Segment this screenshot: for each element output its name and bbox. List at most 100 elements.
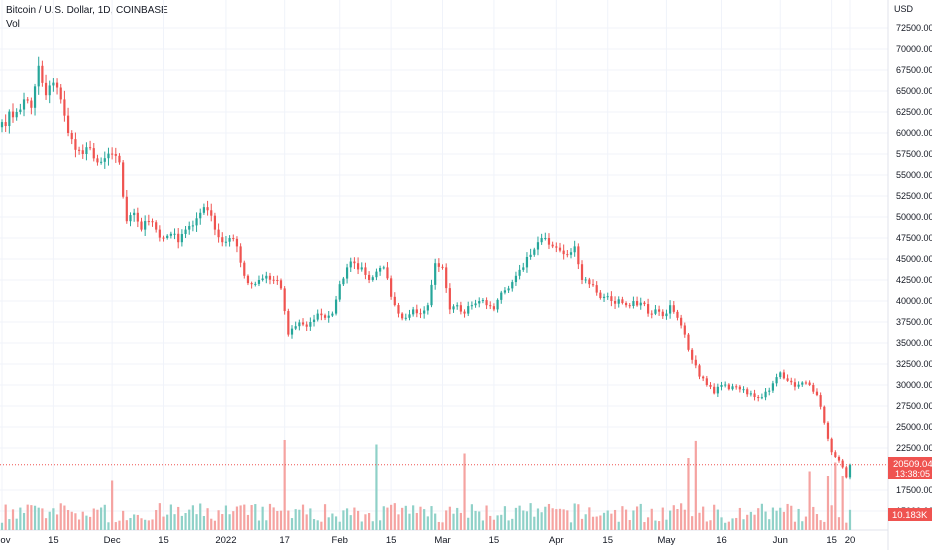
volume-bar bbox=[349, 515, 352, 530]
volume-bar bbox=[74, 513, 77, 530]
candle-body bbox=[33, 86, 37, 108]
volume-bar bbox=[547, 503, 551, 530]
candle-body bbox=[485, 300, 488, 306]
candle-body bbox=[356, 263, 360, 270]
candle-body bbox=[551, 244, 554, 247]
volume-bar bbox=[228, 514, 231, 530]
price-tick-label: 17500.00 bbox=[896, 485, 932, 495]
candle-body bbox=[628, 305, 631, 307]
candle-body bbox=[782, 372, 786, 379]
price-tick-label: 45000.00 bbox=[896, 254, 932, 264]
price-axis[interactable]: USD 72500.00 70000.00 67500.00 65000.00 6250… bbox=[894, 4, 932, 516]
volume-bar bbox=[415, 512, 418, 530]
volume-bar bbox=[812, 506, 815, 530]
volume-bar bbox=[55, 514, 59, 530]
price-tick-label: 37500.00 bbox=[896, 317, 932, 327]
candle-body bbox=[845, 467, 848, 478]
volume-bar bbox=[239, 505, 242, 530]
candle-body bbox=[665, 313, 668, 317]
price-tick-label: 72500.00 bbox=[896, 23, 932, 33]
volume-bar bbox=[364, 514, 367, 530]
candle-body bbox=[136, 212, 139, 222]
volume-bar bbox=[826, 476, 830, 530]
volume-bar bbox=[92, 508, 95, 530]
candle-body bbox=[536, 242, 540, 250]
volume-bar bbox=[89, 516, 92, 530]
volume-bar bbox=[268, 503, 272, 530]
candle-body bbox=[514, 275, 518, 283]
symbol-title[interactable]: Bitcoin / U.S. Dollar, 1D, COINBASE bbox=[6, 5, 168, 16]
candle-body bbox=[81, 150, 84, 154]
time-tick-label: Nov bbox=[0, 535, 11, 546]
candle-body bbox=[463, 311, 466, 314]
volume-bar bbox=[595, 516, 598, 530]
time-axis[interactable]: Nov 15 Dec 15 2022 17 Feb 15 Mar 15 Apr 15 May 16 Jun 1… bbox=[0, 535, 855, 546]
volume-bar bbox=[724, 522, 727, 530]
volume-bar bbox=[272, 507, 275, 530]
volume-bar bbox=[470, 504, 473, 530]
candle-body bbox=[224, 241, 228, 243]
last-price-label: 20509.04 bbox=[893, 459, 932, 470]
candle-body bbox=[0, 122, 4, 128]
candle-body bbox=[320, 313, 323, 316]
bar-countdown-label: 13:38:05 bbox=[895, 469, 930, 479]
volume-bar bbox=[327, 517, 330, 530]
candle-body bbox=[283, 288, 286, 312]
candle-body bbox=[66, 115, 70, 133]
candle-body bbox=[140, 221, 143, 230]
volume-bar bbox=[63, 505, 66, 530]
volume-bar bbox=[312, 519, 316, 530]
candle-body bbox=[364, 267, 367, 275]
volume-bar bbox=[580, 518, 584, 530]
volume-bar bbox=[478, 511, 481, 530]
volume-bar bbox=[287, 510, 290, 530]
candle-body bbox=[386, 267, 389, 279]
volume-bar bbox=[426, 516, 429, 530]
candle-body bbox=[826, 422, 830, 439]
price-tick-label: 32500.00 bbox=[896, 359, 932, 369]
volume-bar bbox=[680, 503, 683, 530]
price-tick-label: 62500.00 bbox=[896, 107, 932, 117]
candle-body bbox=[489, 305, 492, 307]
candle-body bbox=[503, 290, 507, 293]
volume-bar bbox=[738, 507, 741, 530]
candle-body bbox=[63, 99, 66, 116]
candle-body bbox=[188, 226, 191, 230]
candle-body bbox=[646, 304, 650, 314]
volume-bar bbox=[316, 520, 319, 530]
candle-body bbox=[77, 149, 81, 151]
candle-body bbox=[602, 296, 606, 299]
volume-bar bbox=[602, 512, 606, 530]
volume-bar bbox=[621, 506, 624, 530]
volume-bar bbox=[412, 505, 415, 530]
candlesticks bbox=[0, 56, 852, 480]
volume-bar bbox=[514, 507, 518, 530]
candle-body bbox=[837, 456, 841, 461]
volume-bar bbox=[522, 510, 525, 530]
candle-body bbox=[353, 261, 356, 264]
candle-body bbox=[257, 280, 261, 284]
candle-body bbox=[401, 313, 404, 319]
candle-body bbox=[584, 279, 587, 281]
volume-bar bbox=[155, 509, 158, 530]
volume-bar bbox=[617, 521, 620, 530]
volume-bar bbox=[342, 510, 345, 530]
candle-body bbox=[434, 263, 437, 285]
volume-bar bbox=[77, 519, 81, 530]
volume-bar bbox=[823, 521, 826, 530]
volume-bar bbox=[401, 507, 404, 530]
volume-bar bbox=[323, 504, 327, 530]
candle-body bbox=[757, 397, 760, 399]
volume-bar bbox=[37, 507, 40, 530]
volume-indicator-label[interactable]: Vol bbox=[6, 19, 20, 30]
volume-bar bbox=[397, 514, 400, 530]
volume-bar bbox=[283, 440, 286, 530]
volume-bar bbox=[129, 517, 132, 530]
candle-body bbox=[191, 225, 194, 227]
volume-bar bbox=[786, 503, 789, 530]
candle-body bbox=[279, 280, 283, 289]
candle-body bbox=[390, 278, 393, 297]
volume-bar bbox=[529, 503, 532, 530]
candle-body bbox=[580, 264, 584, 280]
